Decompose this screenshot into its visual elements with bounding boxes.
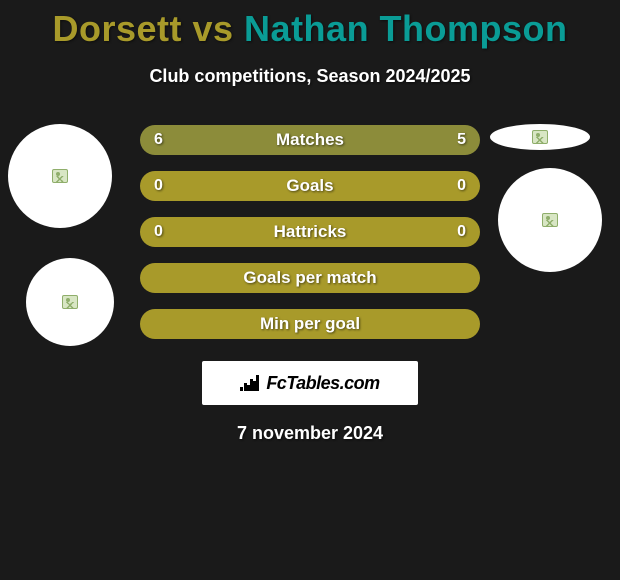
stat-right-value: 0 xyxy=(457,177,466,195)
player1-avatar xyxy=(8,124,112,228)
stat-row: 0Hattricks0 xyxy=(140,217,480,247)
stat-label: Goals xyxy=(140,176,480,196)
player1-club xyxy=(26,258,114,346)
image-placeholder-icon xyxy=(52,169,68,183)
page-title: Dorsett vs Nathan Thompson xyxy=(0,0,620,50)
stat-row: Goals per match xyxy=(140,263,480,293)
date-label: 7 november 2024 xyxy=(0,423,620,444)
stat-left-value: 6 xyxy=(154,131,163,149)
stat-row: 6Matches5 xyxy=(140,125,480,155)
stat-label: Matches xyxy=(140,130,480,150)
bar-chart-icon xyxy=(240,375,260,391)
stat-label: Goals per match xyxy=(140,268,480,288)
player2-name: Nathan Thompson xyxy=(244,8,567,49)
stat-label: Min per goal xyxy=(140,314,480,334)
subtitle: Club competitions, Season 2024/2025 xyxy=(0,66,620,87)
stat-right-value: 0 xyxy=(457,223,466,241)
player2-club xyxy=(498,168,602,272)
stat-right-value: 5 xyxy=(457,131,466,149)
stat-row: 0Goals0 xyxy=(140,171,480,201)
vs-text: vs xyxy=(182,8,244,49)
stat-row: Min per goal xyxy=(140,309,480,339)
logo-text: FcTables.com xyxy=(266,373,379,394)
player2-avatar xyxy=(490,124,590,150)
stat-left-value: 0 xyxy=(154,177,163,195)
stat-label: Hattricks xyxy=(140,222,480,242)
fctables-logo[interactable]: FcTables.com xyxy=(202,361,418,405)
player1-name: Dorsett xyxy=(52,8,182,49)
image-placeholder-icon xyxy=(542,213,558,227)
image-placeholder-icon xyxy=(62,295,78,309)
image-placeholder-icon xyxy=(532,130,548,144)
stat-left-value: 0 xyxy=(154,223,163,241)
